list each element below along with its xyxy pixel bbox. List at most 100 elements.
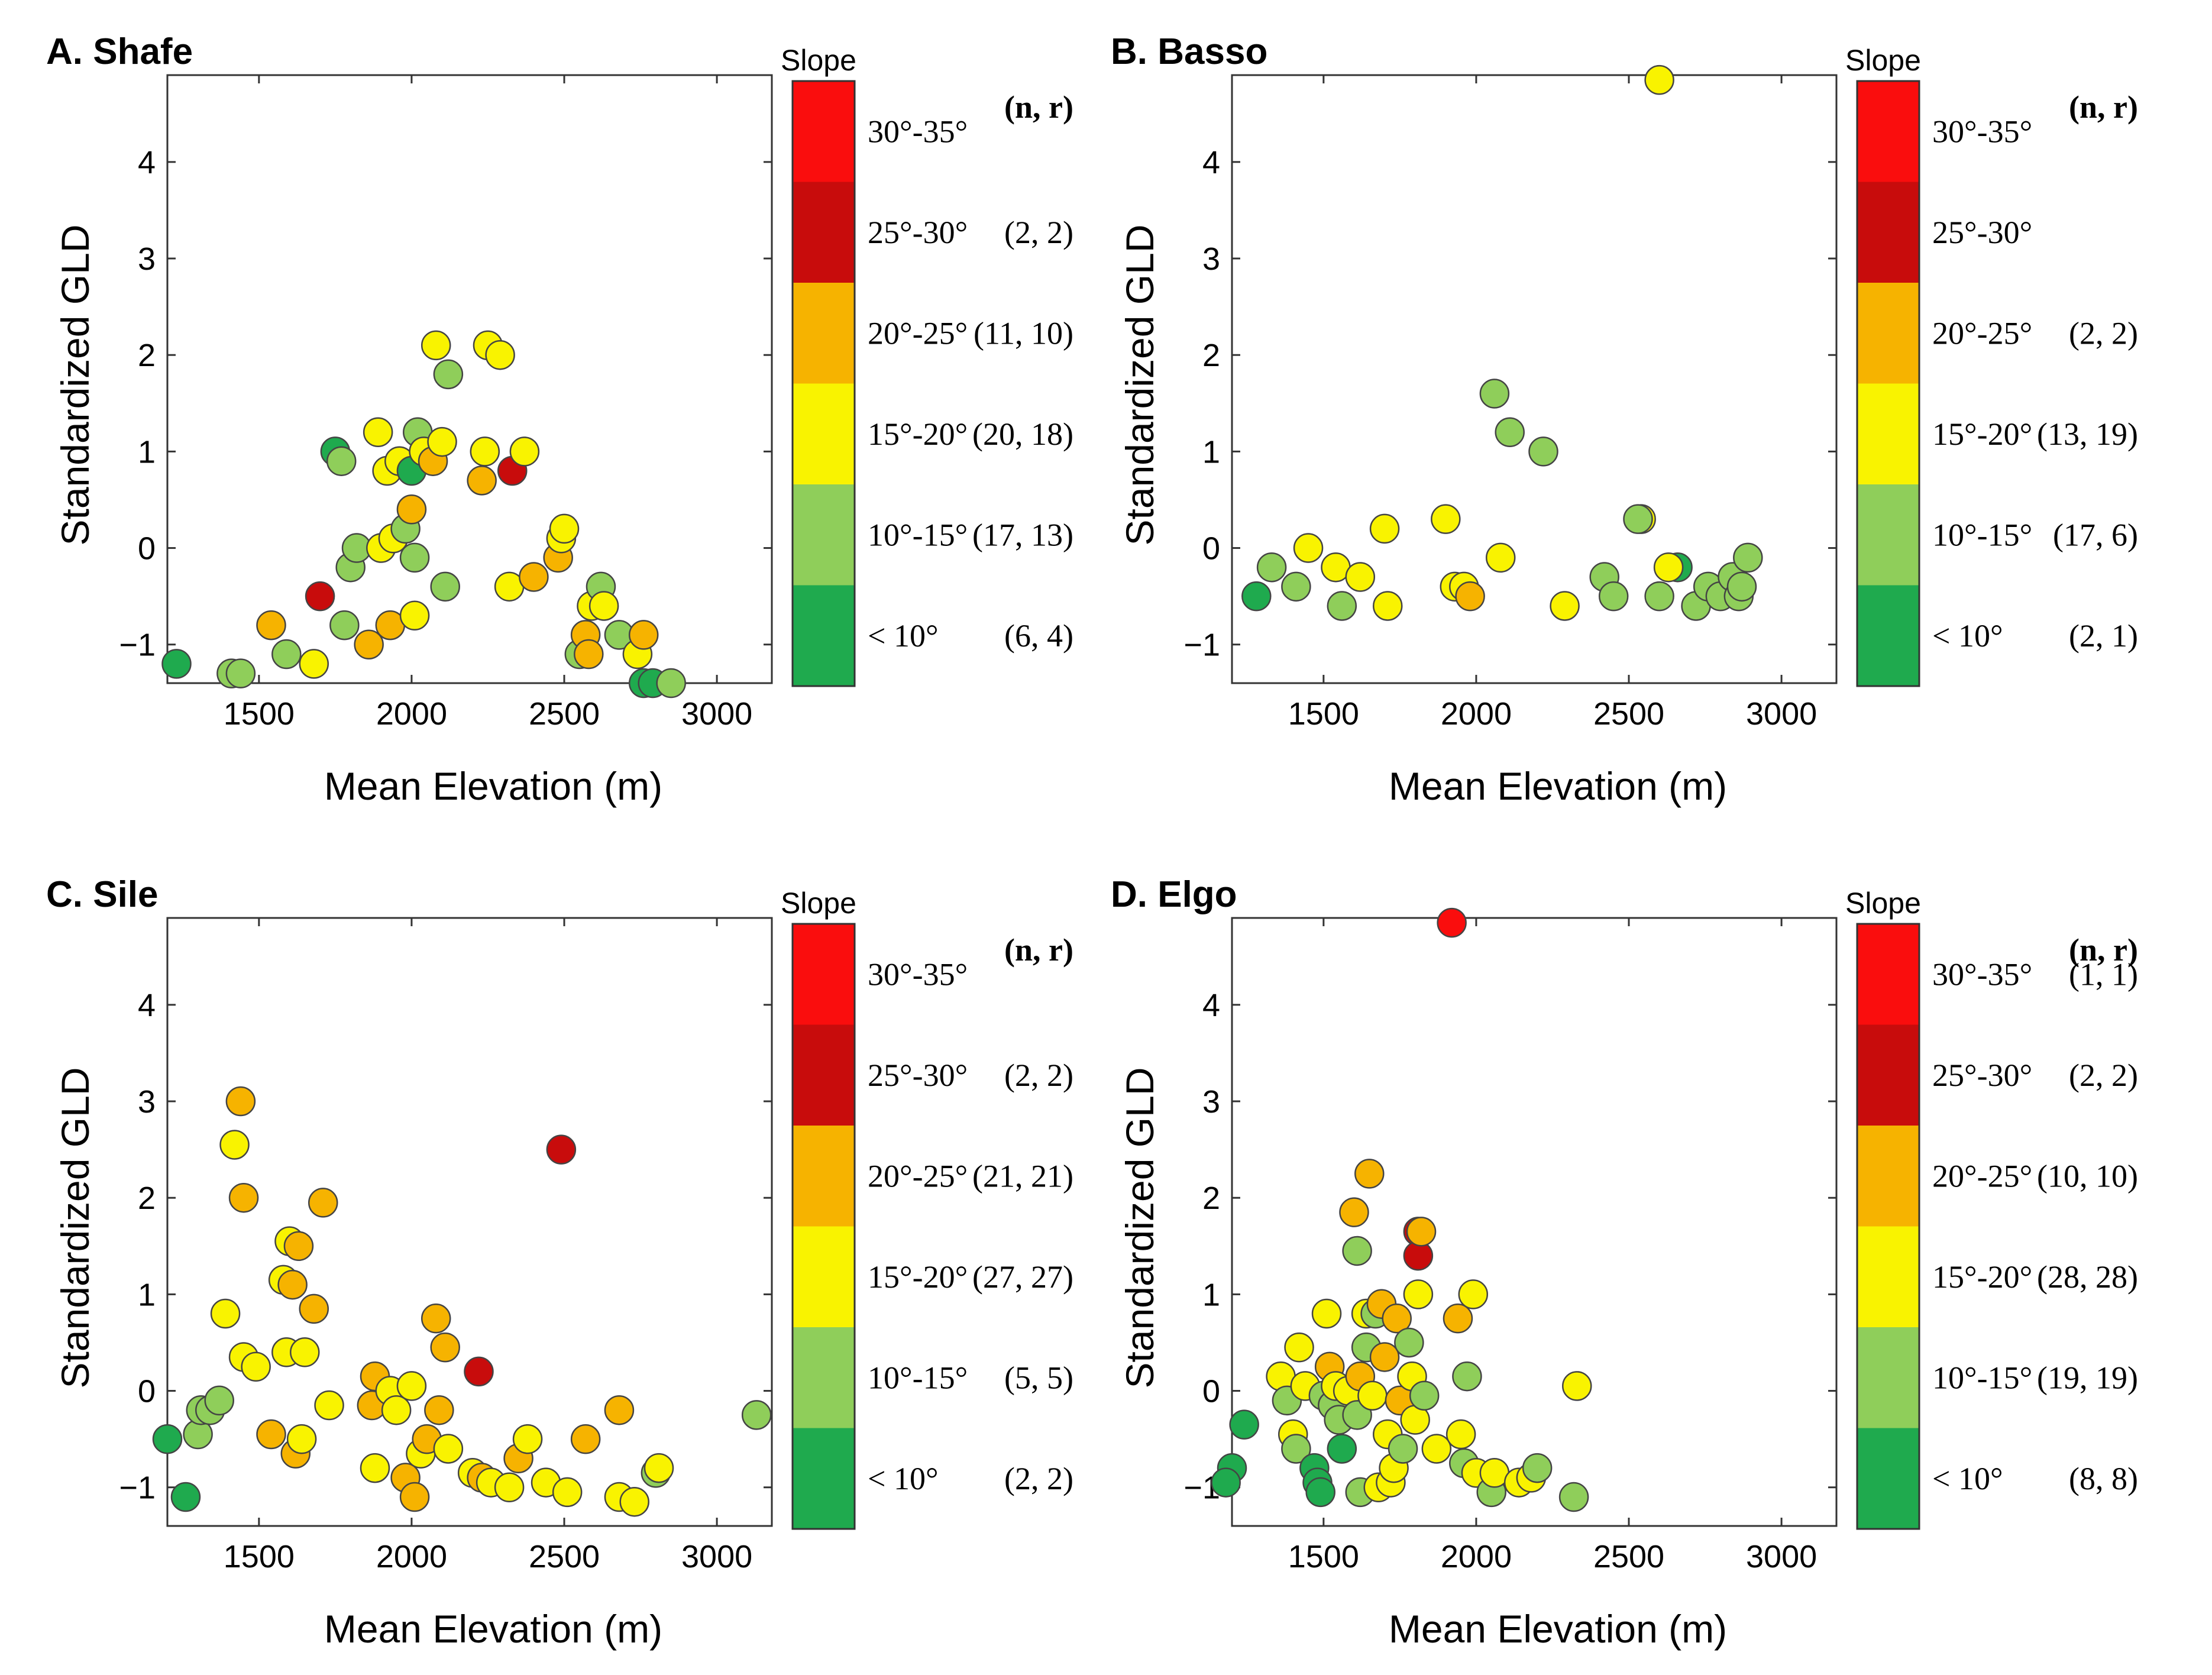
data-point: [1211, 1467, 1241, 1498]
colorbar-segment: [793, 383, 855, 485]
nr-value: (19, 19): [2037, 1360, 2138, 1395]
colorbar-segment: [793, 182, 855, 283]
colorbar-segment: [793, 484, 855, 586]
data-point: [1256, 552, 1287, 583]
colorbar-label: 25°-30°: [868, 215, 968, 250]
colorbar-segment: [1857, 81, 1919, 182]
colorbar-segment: [1857, 484, 1919, 586]
data-point: [1409, 1380, 1440, 1411]
y-tick-label: 0: [138, 1374, 156, 1409]
nr-value: (13, 19): [2037, 416, 2138, 452]
data-point: [1522, 1453, 1553, 1483]
colorbar-label: 10°-15°: [1932, 517, 2032, 552]
y-tick-label: 3: [138, 241, 156, 277]
data-point: [271, 639, 302, 670]
colorbar-segment: [793, 585, 855, 687]
x-tick-label: 1500: [224, 1539, 295, 1574]
colorbar-title: Slope: [1845, 887, 1921, 920]
nr-value: (2, 2): [1004, 1058, 1073, 1093]
data-point: [161, 649, 192, 679]
data-point: [225, 658, 256, 688]
colorbar-segment: [1857, 1126, 1919, 1227]
nr-header: (n, r): [2069, 932, 2138, 968]
data-point: [1558, 1482, 1589, 1512]
data-point: [1644, 64, 1674, 95]
colorbar-label: 30°-35°: [868, 956, 968, 992]
colorbar-segment: [793, 924, 855, 1025]
colorbar-segment: [793, 1226, 855, 1328]
data-point: [305, 581, 335, 612]
y-tick-label: 3: [1202, 1084, 1220, 1120]
data-point: [1229, 1409, 1259, 1440]
data-point: [741, 1400, 772, 1430]
data-point: [1726, 571, 1757, 602]
colorbar-label: 25°-30°: [1932, 215, 2032, 250]
colorbar-segment: [793, 1428, 855, 1530]
data-point: [552, 1477, 583, 1508]
data-point: [519, 562, 549, 592]
data-point: [574, 639, 604, 670]
colorbar-segment: [1857, 283, 1919, 384]
data-point: [363, 417, 393, 447]
nr-value: (2, 1): [2069, 618, 2138, 654]
x-tick-label: 1500: [224, 696, 295, 732]
data-point: [1354, 1159, 1385, 1189]
colorbar-label: 30°-35°: [868, 114, 968, 149]
data-point: [308, 1188, 338, 1218]
nr-header: (n, r): [1004, 932, 1073, 968]
data-point: [570, 1424, 601, 1454]
panel-sile: C. Sile 1500 2000 2500 3000 −1 0 1 2 3 4 Mean Eleva…: [46, 874, 1073, 1651]
data-point: [1339, 1197, 1369, 1227]
data-point: [326, 446, 357, 476]
colorbar-segment: [1857, 1428, 1919, 1530]
y-axis-label: Standardized GLD: [53, 1068, 97, 1389]
colorbar-label: < 10°: [868, 1461, 939, 1496]
data-point: [1452, 1361, 1482, 1392]
data-point: [619, 1486, 649, 1517]
colorbar-label: 30°-35°: [1932, 114, 2032, 149]
data-point: [329, 610, 360, 641]
colorbar-segment: [793, 283, 855, 384]
data-point: [588, 591, 619, 621]
data-point: [1455, 581, 1485, 612]
y-tick-label: 4: [1202, 988, 1220, 1023]
x-tick-label: 2500: [529, 1539, 600, 1574]
data-point: [1443, 1303, 1473, 1334]
y-tick-label: 4: [1202, 145, 1220, 180]
colorbar-label: 10°-15°: [868, 517, 968, 552]
data-point: [509, 436, 540, 467]
points-layer: [152, 1086, 772, 1517]
data-point: [256, 1419, 286, 1450]
data-point: [1528, 436, 1558, 467]
y-tick-label: 1: [1202, 434, 1220, 470]
nr-value: (20, 18): [972, 416, 1073, 452]
colorbar-title: Slope: [1845, 44, 1921, 77]
y-tick-label: −1: [1183, 628, 1220, 663]
data-point: [1733, 542, 1763, 573]
nr-value: (8, 8): [2069, 1461, 2138, 1496]
data-point: [1421, 1434, 1452, 1464]
x-tick-label: 1500: [1288, 1539, 1359, 1574]
data-point: [1437, 907, 1467, 938]
nr-value: (2, 2): [2069, 315, 2138, 351]
colorbar-label: < 10°: [868, 618, 939, 654]
colorbar-frame: [1856, 923, 1920, 1530]
data-point: [396, 1371, 427, 1401]
data-point: [210, 1298, 241, 1329]
data-point: [1495, 417, 1525, 447]
y-tick-label: 1: [138, 1277, 156, 1312]
y-tick-label: 0: [1202, 1374, 1220, 1409]
data-point: [354, 629, 384, 659]
data-point: [1644, 581, 1674, 612]
data-point: [467, 465, 497, 496]
nr-value: (11, 10): [974, 315, 1073, 351]
colorbar-frame: [1856, 80, 1920, 687]
data-point: [1406, 1217, 1437, 1247]
data-point: [283, 1231, 314, 1262]
colorbar-label: 20°-25°: [1932, 315, 2032, 351]
data-point: [1293, 533, 1324, 563]
data-point: [290, 1337, 320, 1367]
colorbar-segment: [793, 1126, 855, 1227]
colorbar-title: Slope: [781, 887, 856, 920]
data-point: [424, 1395, 454, 1425]
